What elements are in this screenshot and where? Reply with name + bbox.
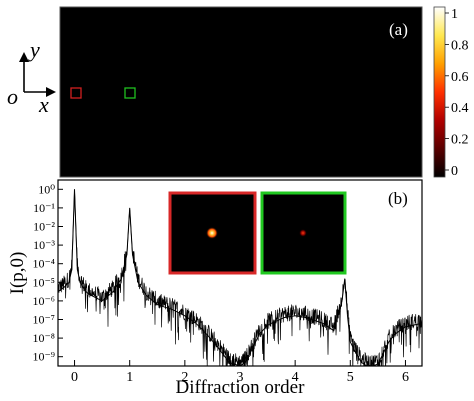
colorbar-tick-label: 0.8 — [451, 38, 469, 53]
y-tick-label: 10⁻⁴ — [32, 257, 55, 271]
zero-order-marker — [70, 87, 82, 99]
bright-spot — [206, 227, 218, 239]
origin-letter: o — [7, 84, 18, 109]
x-tick-label: 5 — [347, 370, 354, 385]
spectrum-line — [58, 189, 422, 366]
y-tick-label: 10⁻⁸ — [32, 331, 55, 345]
x-tick-label: 0 — [71, 370, 78, 385]
y-tick-label: 10⁻⁷ — [32, 313, 55, 327]
first-order-marker — [124, 87, 136, 99]
inset-zero-order — [168, 191, 257, 275]
x-axis-label: Diffraction order — [176, 377, 306, 398]
colorbar-ticks: 1 0.8 0.6 0.4 0.2 0 — [445, 7, 469, 179]
dim-spot — [299, 229, 307, 237]
y-tick-label: 10⁻⁶ — [32, 294, 55, 308]
panel-a-label: (a) — [389, 20, 408, 39]
y-tick-label: 10⁻³ — [33, 238, 55, 252]
x-axis-ticks: 0 1 2 3 4 5 6 — [71, 360, 409, 385]
panel-a: (a) y x o 1 0.8 0.6 0.4 0.2 0 — [7, 6, 469, 179]
y-tick-label: 10⁻⁵ — [32, 275, 55, 289]
x-axis-letter: x — [38, 92, 49, 117]
panel-b: 10⁰10⁻¹10⁻²10⁻³10⁻⁴10⁻⁵10⁻⁶10⁻⁷10⁻⁸10⁻⁹ … — [7, 179, 423, 398]
y-tick-label: 10⁻² — [33, 220, 55, 234]
y-tick-label: 10⁻¹ — [33, 201, 55, 215]
x-tick-label: 3 — [237, 370, 244, 385]
y-axis-label: I(p,0) — [7, 252, 28, 295]
panel-b-label: (b) — [388, 189, 408, 208]
colorbar-tick-label: 0 — [451, 164, 458, 179]
x-tick-label: 4 — [292, 370, 299, 385]
colorbar-tick-label: 1 — [451, 7, 458, 22]
colorbar-tick-label: 0.2 — [451, 133, 469, 148]
colorbar — [433, 6, 446, 178]
x-tick-label: 6 — [402, 370, 409, 385]
colorbar-tick-label: 0.6 — [451, 70, 469, 85]
y-axis-letter: y — [28, 37, 40, 62]
y-tick-label: 10⁻⁹ — [32, 350, 55, 364]
y-tick-label: 10⁰ — [38, 182, 55, 196]
y-axis-ticks: 10⁰ 10⁻¹ 10⁻² 10⁻³ 10⁻⁴ 10⁻⁵ 10⁻⁶ 10⁻⁷ 10⁻⁸ 10⁻⁹ — [32, 182, 63, 364]
x-tick-label: 2 — [181, 370, 188, 385]
inset-first-order — [260, 191, 347, 275]
coordinate-axes — [19, 52, 56, 97]
x-tick-label: 1 — [126, 370, 133, 385]
intensity-map — [59, 6, 423, 178]
colorbar-tick-label: 0.4 — [451, 101, 469, 116]
